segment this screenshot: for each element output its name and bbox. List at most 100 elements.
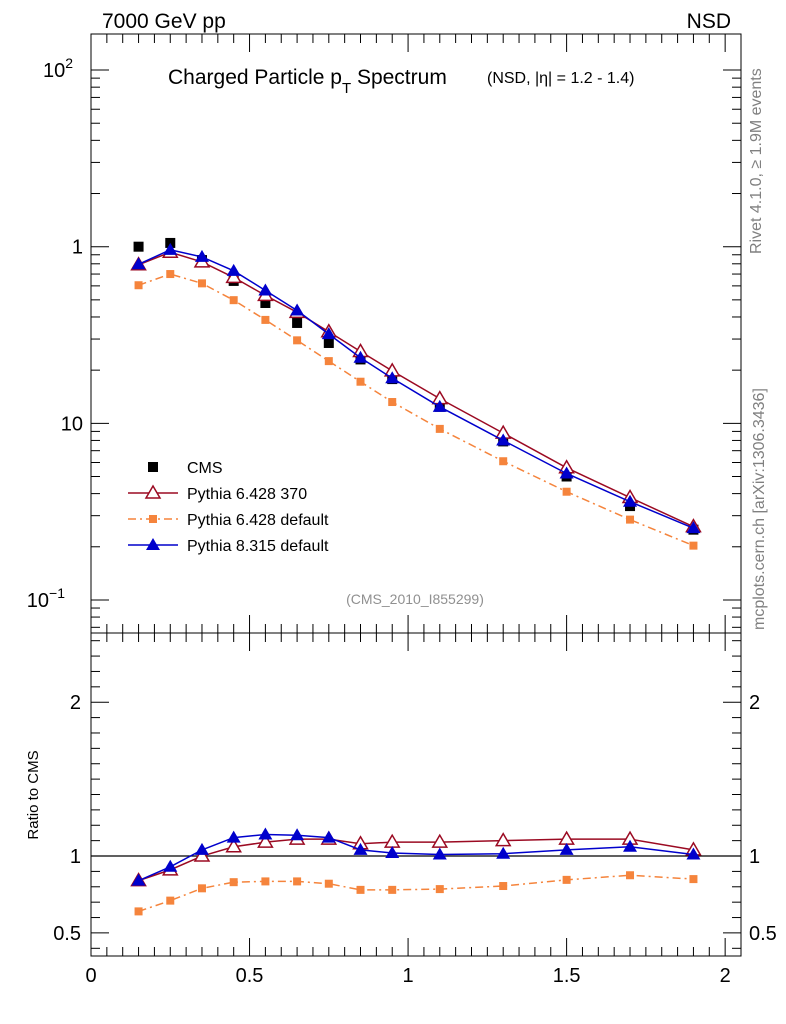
data-point-pythia-8-315-default (131, 257, 146, 270)
legend: CMS Pythia 6.428 370 Pythia 6.428 default P… (128, 460, 329, 555)
main-y-tick-label-base: 1 (72, 237, 83, 259)
ratio-point-pythia-8-315-default (559, 842, 574, 855)
ratio-point-pythia-8-315-default (163, 859, 178, 872)
ratio-point-pythia-8-315-default (321, 830, 336, 843)
ratio-point-pythia-6-428-default (435, 885, 444, 894)
ratio-line-pythia-8-315-default (138, 833, 694, 882)
main-series-group (130, 237, 702, 550)
data-point-pythia-8-315-default (321, 327, 336, 340)
ratio-point-pythia-8-315-default (258, 827, 273, 840)
ratio-point-pythia-6-428-default (499, 882, 508, 891)
legend-entry-cms: CMS (148, 460, 223, 477)
ratio-point-pythia-6-428-default (134, 907, 143, 916)
analysis-watermark: (CMS_2010_I855299) (346, 591, 484, 607)
data-point-pythia-6-428-default (197, 279, 206, 288)
ratio-point-pythia-6-428-370 (225, 838, 242, 853)
ratio-point-pythia-6-428-370 (257, 833, 274, 848)
data-point-pythia-8-315-default (496, 433, 511, 446)
data-point-cms (133, 241, 144, 252)
main-y-tick-label: 10−1 (27, 585, 65, 612)
data-point-pythia-6-428-default (134, 281, 143, 290)
ratio-point-pythia-6-428-default (689, 875, 698, 884)
main-y-tick-label-exponent: 2 (65, 55, 73, 71)
main-y-tick-label: 102 (43, 55, 73, 82)
ratio-y-tick-label-right: 2 (749, 692, 760, 714)
ratio-point-pythia-6-428-default (324, 879, 333, 888)
main-y-tick-label-base: 10 (27, 590, 49, 612)
rivet-version-label: Rivet 4.1.0, ≥ 1.9M events (748, 68, 765, 254)
legend-entry-pythia-8-315-default: Pythia 8.315 default (128, 538, 329, 555)
data-point-pythia-8-315-default (559, 466, 574, 479)
ratio-plot-frame (90, 632, 742, 957)
data-point-pythia-8-315-default (432, 399, 447, 412)
ratio-point-pythia-8-315-default (496, 846, 511, 859)
data-point-pythia-8-315-default (623, 494, 638, 507)
x-tick-label: 0 (85, 965, 96, 987)
data-point-pythia-6-428-default (356, 377, 365, 386)
main-y-tick-label-exponent: −1 (49, 585, 65, 601)
legend-marker (146, 538, 160, 550)
ratio-y-tick-label-left: 0.5 (53, 923, 81, 945)
data-point-pythia-8-315-default (686, 521, 701, 534)
header-right: NSD (687, 10, 731, 33)
data-point-pythia-8-315-default (194, 249, 209, 262)
data-point-pythia-6-428-default (626, 515, 635, 524)
data-point-pythia-6-428-default (388, 398, 397, 407)
legend-marker (149, 515, 157, 523)
ratio-point-pythia-8-315-default (226, 830, 241, 843)
ratio-series-pythia-6-428-default (134, 871, 698, 916)
ratio-point-pythia-6-428-default (261, 877, 270, 886)
x-tick-label: 1 (403, 965, 414, 987)
ratio-line-pythia-6-428-default (138, 874, 694, 913)
mcplots-label: mcplots.cern.ch [arXiv:1306.3436] (751, 388, 768, 630)
ratio-y-tick-label-right: 0.5 (749, 923, 777, 945)
chart-title: Charged Particle pT Spectrum (168, 66, 447, 97)
ratio-point-pythia-6-428-default (197, 884, 206, 893)
data-point-pythia-8-315-default (353, 350, 368, 363)
series-line-pythia-6-428-default (138, 273, 694, 547)
ratio-point-pythia-8-315-default (686, 847, 701, 860)
ratio-y-tick-label-left: 2 (70, 692, 81, 714)
ratio-point-pythia-8-315-default (623, 839, 638, 852)
ratio-series-group (130, 827, 702, 916)
ratio-point-pythia-6-428-default (356, 885, 365, 894)
series-pythia-8-315-default (131, 242, 701, 534)
ratio-point-pythia-6-428-default (388, 885, 397, 894)
main-y-tick-label: 1 (72, 237, 83, 259)
legend-label: Pythia 6.428 370 (187, 486, 307, 503)
ratio-series-pythia-6-428-370 (130, 830, 702, 887)
legend-label: CMS (187, 460, 223, 477)
main-y-tick-label: 10 (61, 413, 83, 435)
x-tick-label: 0.5 (236, 965, 264, 987)
x-tick-label: 1.5 (553, 965, 581, 987)
ratio-point-pythia-8-315-default (432, 847, 447, 860)
ratio-point-pythia-6-428-370 (193, 847, 211, 862)
ratio-line-pythia-6-428-370 (138, 838, 694, 882)
ratio-point-pythia-6-428-default (166, 896, 175, 905)
ratio-point-pythia-6-428-370 (431, 833, 449, 848)
data-point-pythia-8-315-default (226, 263, 241, 276)
ratio-point-pythia-6-428-370 (558, 830, 575, 845)
data-point-pythia-6-428-default (499, 457, 508, 466)
ratio-ylabel: Ratio to CMS (25, 750, 42, 839)
data-point-pythia-6-428-370 (225, 268, 242, 284)
ratio-point-pythia-8-315-default (385, 845, 400, 858)
chart-title-main: Charged Particle p (168, 66, 342, 89)
data-point-pythia-8-315-default (290, 303, 305, 316)
data-point-pythia-6-428-default (435, 424, 444, 433)
data-point-pythia-6-428-default (293, 336, 302, 345)
data-point-cms (292, 317, 303, 328)
chart-title-tail: Spectrum (351, 66, 447, 89)
legend-entry-pythia-6-428-370: Pythia 6.428 370 (128, 484, 307, 503)
ratio-point-pythia-6-428-370 (494, 832, 512, 847)
data-point-pythia-6-428-default (324, 357, 333, 366)
data-point-cms (323, 337, 334, 348)
legend-entry-pythia-6-428-default: Pythia 6.428 default (128, 512, 329, 529)
chart-title-subscript: T (342, 80, 351, 97)
data-point-pythia-8-315-default (258, 283, 273, 296)
main-y-tick-label-base: 10 (61, 413, 83, 435)
series-pythia-6-428-default (134, 270, 698, 550)
data-point-pythia-6-428-default (562, 487, 571, 496)
